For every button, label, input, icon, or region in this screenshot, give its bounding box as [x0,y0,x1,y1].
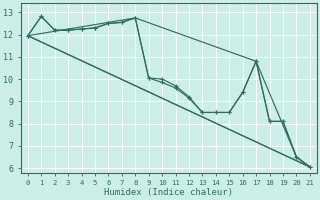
X-axis label: Humidex (Indice chaleur): Humidex (Indice chaleur) [104,188,233,197]
